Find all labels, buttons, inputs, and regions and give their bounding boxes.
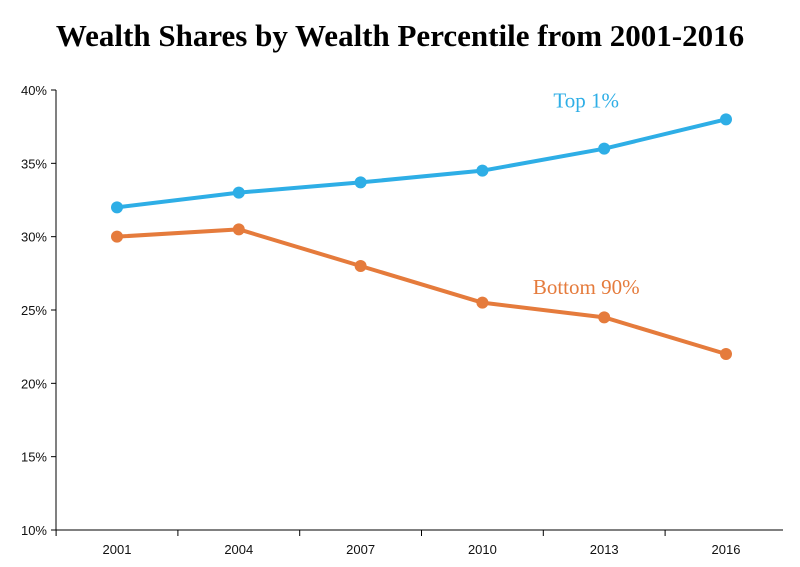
data-point xyxy=(476,296,489,309)
data-point xyxy=(598,142,611,155)
data-point xyxy=(111,230,123,243)
y-tick-label: 35% xyxy=(21,156,47,171)
data-point xyxy=(354,176,367,189)
y-tick-label: 10% xyxy=(21,523,47,538)
y-tick-label: 30% xyxy=(21,230,47,245)
x-tick-label: 2007 xyxy=(346,542,375,557)
data-point xyxy=(720,348,732,360)
y-tick-label: 25% xyxy=(21,303,47,318)
data-point xyxy=(598,311,611,324)
x-tick-label: 2016 xyxy=(712,542,741,557)
data-point xyxy=(232,186,245,199)
x-tick-label: 2001 xyxy=(103,542,132,557)
x-tick-label: 2004 xyxy=(224,542,253,557)
y-tick-label: 15% xyxy=(21,450,47,465)
data-point xyxy=(111,201,123,214)
y-tick-label: 20% xyxy=(21,376,47,391)
series-group xyxy=(111,113,732,360)
y-tick-label: 40% xyxy=(21,83,47,98)
series-line-1 xyxy=(116,227,727,356)
chart-title: Wealth Shares by Wealth Percentile from … xyxy=(55,18,745,53)
data-point xyxy=(476,164,489,177)
x-tick-label: 2010 xyxy=(468,542,497,557)
x-tick-label: 2013 xyxy=(590,542,619,557)
annotation-group: Top 1% Bottom 90% xyxy=(533,89,640,299)
series-line-0 xyxy=(116,117,727,210)
series-annotation: Top 1% xyxy=(553,89,619,113)
data-point xyxy=(232,223,245,236)
data-point xyxy=(354,260,367,272)
data-point xyxy=(720,113,732,126)
axes: 10% 15% 20% 25% 30% 35% 40% 2001 2004 2007 2010 201… xyxy=(21,83,783,557)
series-annotation: Bottom 90% xyxy=(533,275,640,299)
